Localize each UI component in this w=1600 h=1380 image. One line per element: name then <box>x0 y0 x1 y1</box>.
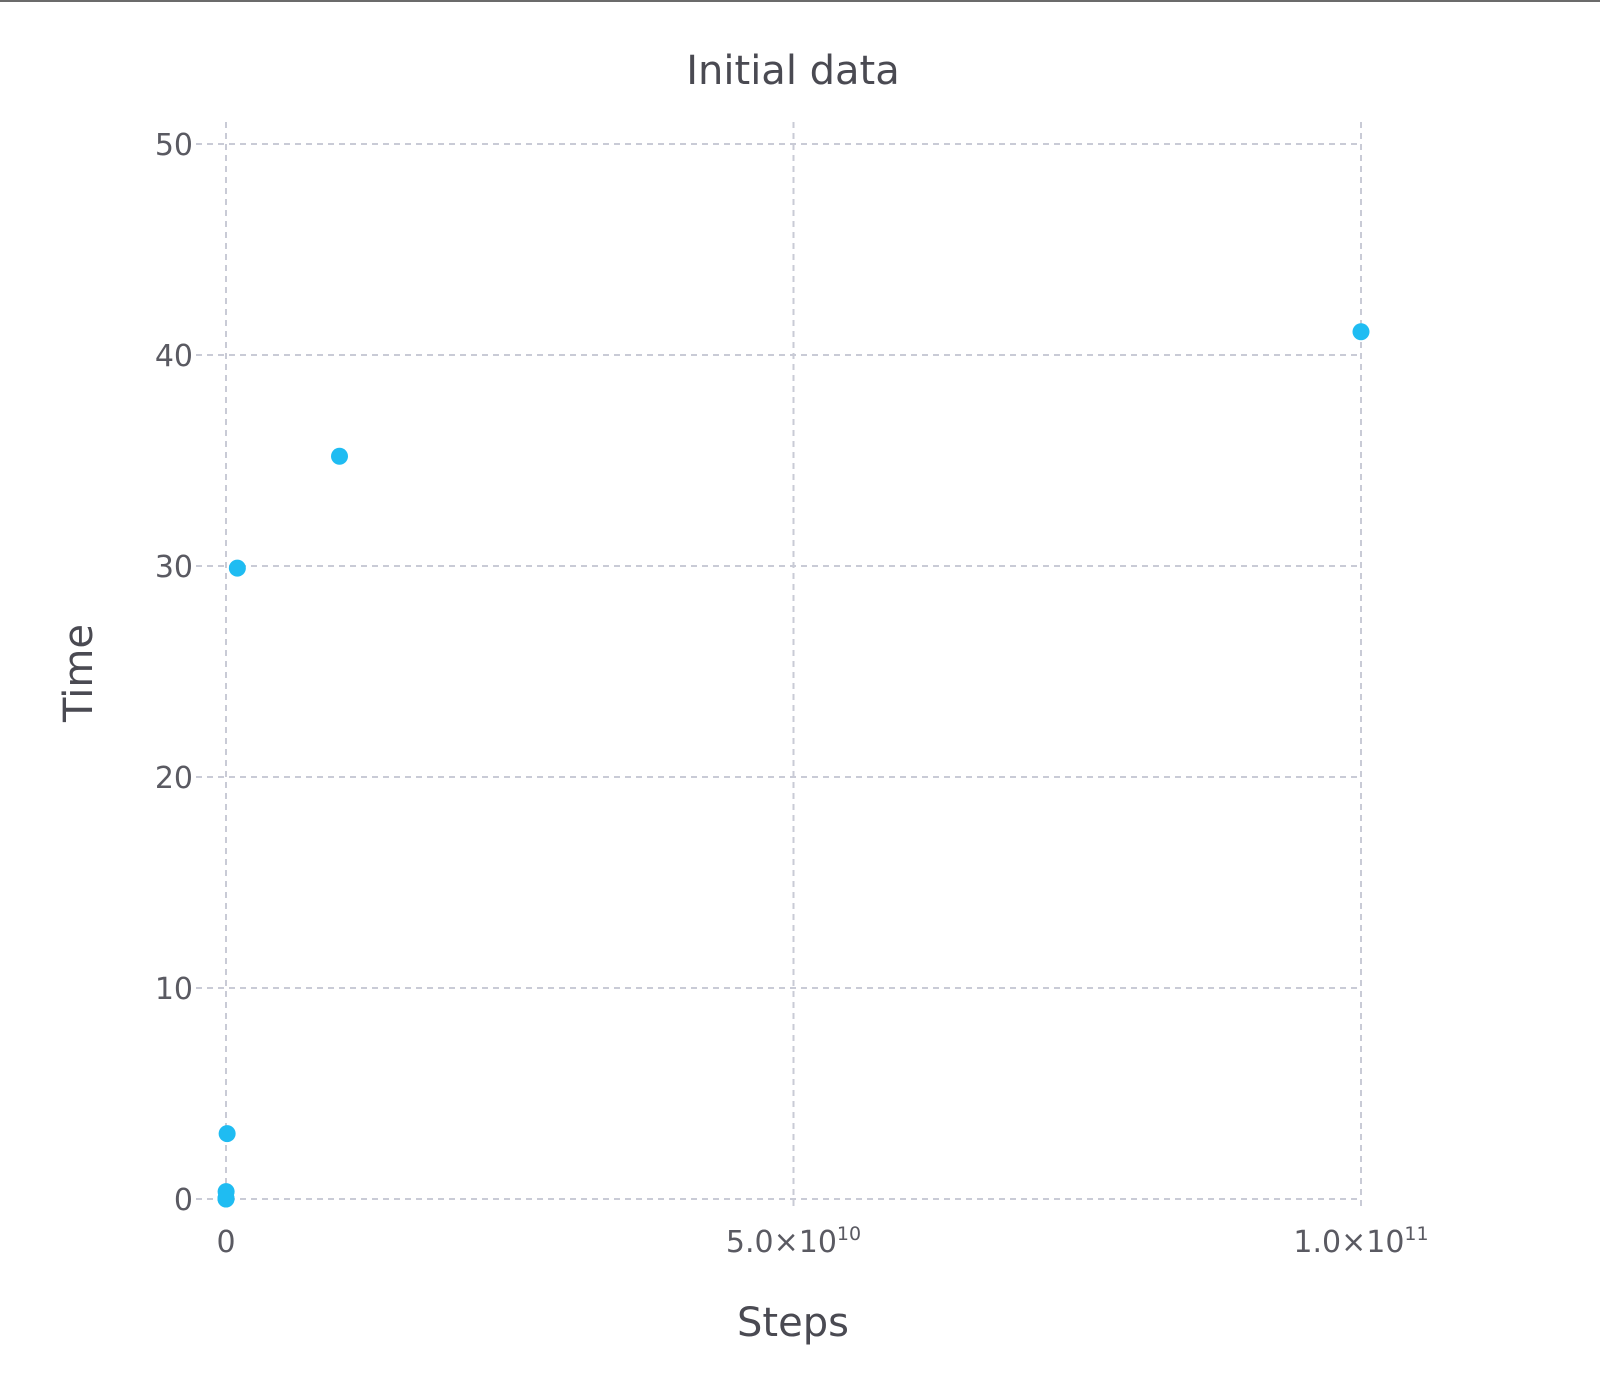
x-tick-exponent: 10 <box>837 1223 861 1245</box>
x-tick-mantissa: 1.0×10 <box>1293 1225 1404 1260</box>
x-tick-label: 1.0×1011 <box>1293 1223 1428 1260</box>
y-axis-label: Time <box>56 624 102 723</box>
y-tick-label: 40 <box>155 339 193 374</box>
data-point <box>218 1125 236 1143</box>
grid <box>196 122 1362 1211</box>
y-tick-label: 0 <box>174 1183 193 1218</box>
y-tick-label: 10 <box>155 972 193 1007</box>
chart-title: Initial data <box>686 48 900 94</box>
x-tick-mantissa: 5.0×10 <box>726 1225 837 1260</box>
x-tick-mantissa: 0 <box>216 1225 235 1260</box>
data-point <box>1352 323 1370 341</box>
x-tick-label: 0 <box>216 1225 235 1260</box>
y-tick-label: 30 <box>155 550 193 585</box>
data-point <box>228 559 246 577</box>
window-top-border <box>0 0 1600 2</box>
x-axis-label: Steps <box>737 1300 849 1346</box>
y-tick-label: 50 <box>155 128 193 163</box>
y-tick-label: 20 <box>155 761 193 796</box>
data-point <box>331 447 348 465</box>
data-point <box>217 1183 235 1201</box>
data-points <box>217 323 1370 1208</box>
x-tick-exponent: 11 <box>1404 1223 1428 1245</box>
x-tick-label: 5.0×1010 <box>726 1223 861 1260</box>
